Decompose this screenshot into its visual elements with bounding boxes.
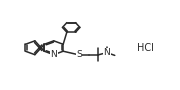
Text: S: S (76, 50, 82, 59)
Text: HCl: HCl (137, 43, 154, 53)
Text: N: N (103, 48, 110, 57)
Text: N: N (50, 50, 57, 59)
